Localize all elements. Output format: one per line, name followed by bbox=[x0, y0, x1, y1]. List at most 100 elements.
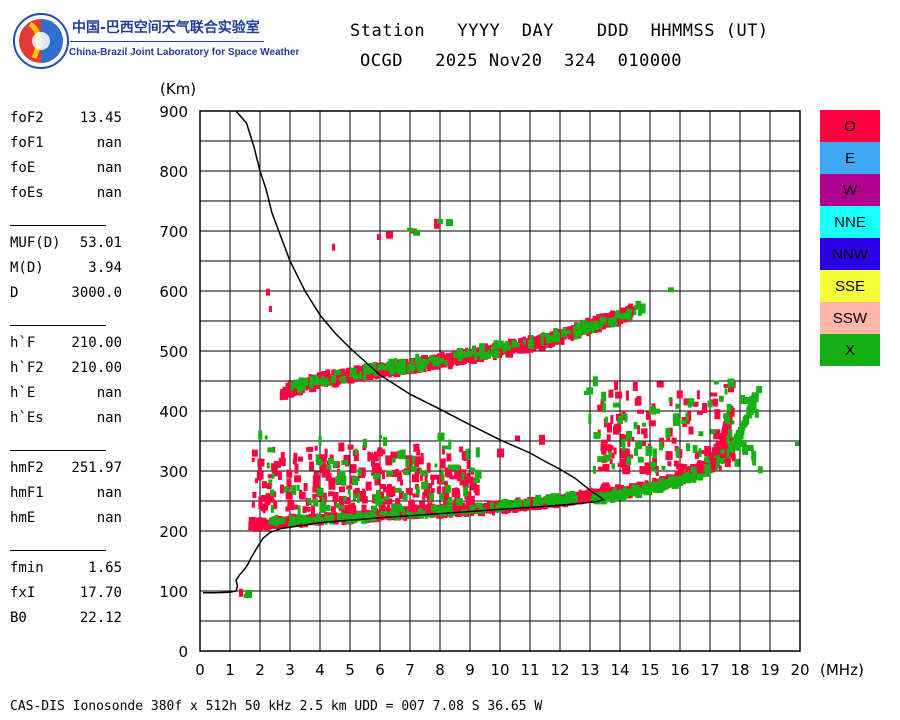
echo-mark-x bbox=[636, 488, 642, 499]
echo-mark-x bbox=[315, 514, 321, 524]
legend-label-nnw: NNW bbox=[832, 246, 869, 263]
echo-mark-x bbox=[744, 396, 751, 404]
echo-mark-o bbox=[568, 332, 575, 340]
echo-mark-o bbox=[446, 453, 452, 462]
echo-mark-o bbox=[430, 474, 438, 480]
echo-mark-x bbox=[733, 441, 741, 451]
echo-mark-o bbox=[291, 391, 295, 396]
echo-mark-o bbox=[639, 481, 645, 491]
echo-mark-x bbox=[275, 514, 279, 525]
echo-mark-x bbox=[602, 403, 607, 413]
echo-mark-o bbox=[625, 390, 629, 401]
param-value: 251.97 bbox=[71, 460, 122, 476]
echo-mark-o bbox=[405, 488, 413, 496]
echo-mark-o bbox=[600, 399, 605, 407]
legend-label-w: W bbox=[843, 182, 858, 199]
echo-mark-x bbox=[482, 351, 489, 359]
echo-mark-x bbox=[417, 363, 422, 370]
echo-mark-x bbox=[453, 352, 460, 359]
echo-mark-x bbox=[284, 486, 290, 493]
echo-mark-x bbox=[728, 446, 733, 451]
echo-mark-o bbox=[676, 390, 683, 399]
echo-mark-o bbox=[265, 493, 273, 503]
echo-mark-o bbox=[258, 471, 264, 480]
echo-mark-o bbox=[293, 452, 298, 462]
echo-mark-o bbox=[353, 365, 361, 375]
echo-mark-x bbox=[339, 377, 344, 382]
echo-mark-o bbox=[723, 383, 728, 388]
echo-mark-o bbox=[259, 519, 264, 525]
echo-mark-x bbox=[501, 502, 507, 511]
echo-mark-o bbox=[269, 306, 272, 312]
echo-mark-x bbox=[652, 448, 657, 459]
echo-mark-x bbox=[319, 517, 324, 522]
echo-mark-o bbox=[283, 517, 291, 523]
echo-mark-o bbox=[379, 500, 384, 511]
echo-mark-x bbox=[584, 391, 589, 395]
x-tick-label: 18 bbox=[730, 661, 749, 679]
echo-mark-x bbox=[471, 505, 479, 512]
echo-mark-x bbox=[717, 455, 723, 463]
echo-mark-x bbox=[383, 437, 388, 447]
echo-mark-x bbox=[589, 326, 593, 331]
echo-mark-x bbox=[654, 468, 658, 473]
electron-density-profile bbox=[203, 110, 606, 594]
echo-mark-x bbox=[622, 444, 626, 452]
echo-mark-o bbox=[252, 522, 259, 527]
echo-mark-x bbox=[529, 334, 533, 342]
echo-mark-x bbox=[446, 503, 450, 514]
echo-mark-o bbox=[286, 478, 292, 487]
echo-mark-x bbox=[626, 308, 633, 314]
echo-mark-o bbox=[616, 317, 624, 324]
echo-mark-x bbox=[376, 489, 381, 494]
echo-mark-x bbox=[704, 456, 709, 463]
echo-mark-o bbox=[541, 333, 548, 343]
echo-mark-x bbox=[430, 504, 437, 512]
echo-mark-o bbox=[285, 506, 291, 512]
echo-mark-x bbox=[661, 465, 666, 470]
echo-mark-x bbox=[586, 326, 590, 333]
echo-mark-x bbox=[621, 489, 629, 499]
echo-mark-x bbox=[466, 349, 470, 357]
echo-mark-o bbox=[671, 437, 677, 444]
param-label: h`F bbox=[10, 335, 36, 351]
echo-mark-o bbox=[509, 348, 516, 353]
param-label: hmF1 bbox=[10, 485, 44, 501]
echo-mark-o bbox=[430, 488, 435, 494]
echo-mark-o bbox=[454, 465, 462, 476]
echo-mark-o bbox=[457, 473, 464, 482]
echo-mark-x bbox=[670, 477, 674, 485]
echo-mark-x bbox=[686, 443, 691, 452]
echo-mark-x bbox=[707, 400, 713, 408]
header-line-1: Station YYYY DAY DDD HHMMSS (UT) bbox=[350, 21, 769, 41]
echo-mark-o bbox=[714, 409, 721, 420]
echo-mark-x bbox=[613, 402, 621, 408]
echo-mark-o bbox=[446, 354, 452, 360]
echo-mark-o bbox=[719, 443, 723, 449]
echo-mark-o bbox=[285, 491, 293, 500]
echo-mark-x bbox=[405, 458, 410, 468]
echo-mark-x bbox=[407, 363, 414, 373]
echo-mark-x bbox=[604, 416, 608, 424]
echo-mark-x bbox=[309, 379, 314, 389]
echo-mark-o bbox=[628, 303, 634, 313]
param-value: 17.70 bbox=[79, 585, 122, 601]
echo-mark-x bbox=[617, 416, 623, 425]
echo-mark-x bbox=[375, 497, 383, 506]
param-row: h`E nan bbox=[10, 385, 122, 405]
echo-mark-o bbox=[419, 474, 423, 481]
echo-mark-x bbox=[461, 472, 465, 481]
echo-mark-x bbox=[391, 457, 396, 463]
echo-mark-o bbox=[681, 416, 686, 421]
echo-mark-o bbox=[309, 513, 313, 521]
y-tick-label: 500 bbox=[159, 343, 188, 361]
echo-mark-x bbox=[590, 320, 598, 329]
echo-mark-o bbox=[676, 465, 681, 470]
param-row: hmF1 nan bbox=[10, 485, 122, 505]
echo-mark-x bbox=[593, 431, 601, 439]
echo-mark-o bbox=[298, 456, 304, 462]
echo-mark-o bbox=[333, 378, 340, 386]
echo-mark-x bbox=[389, 365, 395, 375]
param-row: hmE nan bbox=[10, 510, 122, 530]
echo-mark-x bbox=[727, 378, 735, 388]
